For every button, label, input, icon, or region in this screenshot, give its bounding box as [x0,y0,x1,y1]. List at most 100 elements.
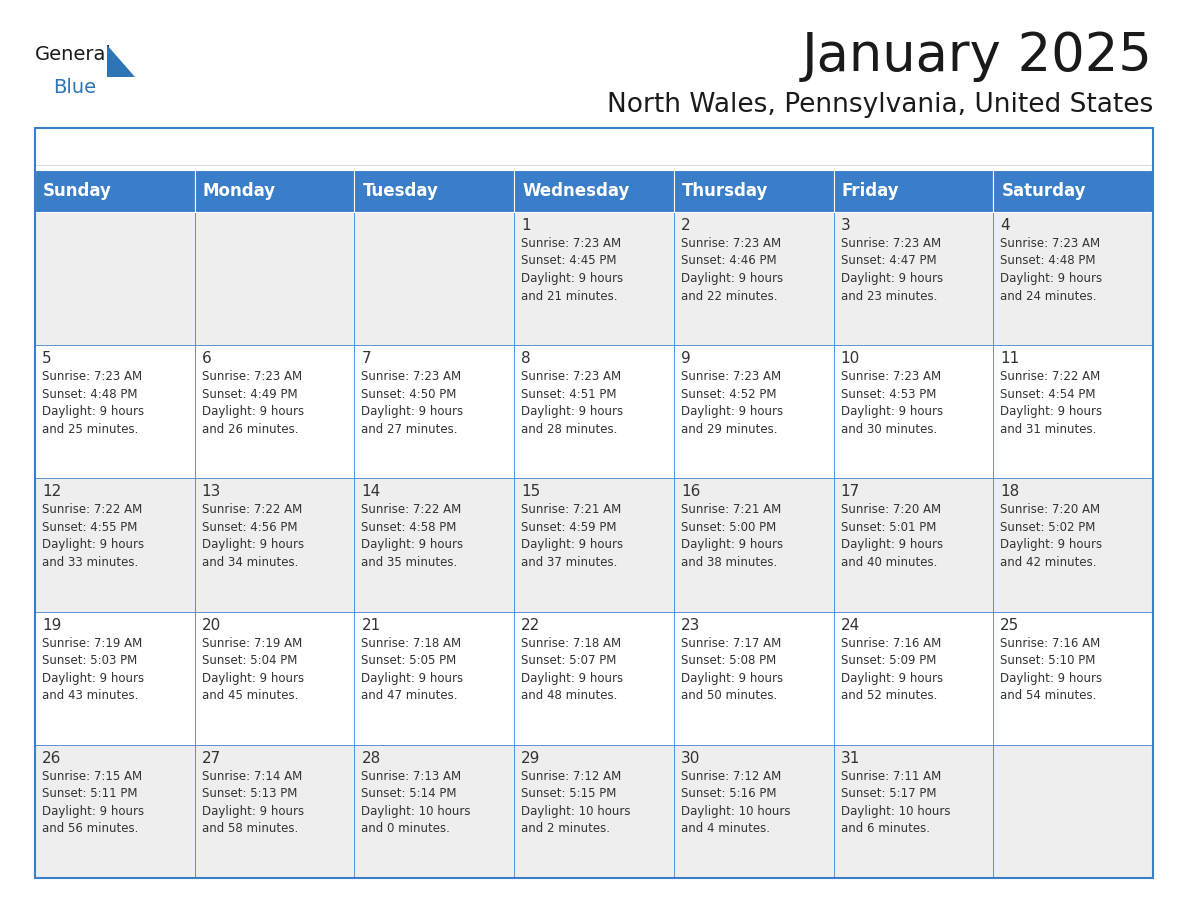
Text: Sunrise: 7:20 AM
Sunset: 5:02 PM
Daylight: 9 hours
and 42 minutes.: Sunrise: 7:20 AM Sunset: 5:02 PM Dayligh… [1000,503,1102,569]
Bar [195,478,354,611]
Text: Sunrise: 7:23 AM
Sunset: 4:52 PM
Daylight: 9 hours
and 29 minutes.: Sunrise: 7:23 AM Sunset: 4:52 PM Dayligh… [681,370,783,436]
Text: 6: 6 [202,352,211,366]
Bar [993,170,1154,212]
Text: Blue: Blue [53,78,96,97]
Bar [993,611,1154,744]
Bar [993,744,1154,878]
Text: 20: 20 [202,618,221,633]
Text: 5: 5 [42,352,51,366]
Bar [354,744,514,878]
Bar [514,212,674,345]
Bar [514,345,674,478]
Bar [993,478,1154,611]
Bar [34,744,195,878]
Bar [354,170,514,212]
Polygon shape [107,45,135,77]
Text: 18: 18 [1000,485,1019,499]
Text: Friday: Friday [841,182,899,200]
Text: General: General [34,45,112,64]
Text: Sunrise: 7:23 AM
Sunset: 4:48 PM
Daylight: 9 hours
and 25 minutes.: Sunrise: 7:23 AM Sunset: 4:48 PM Dayligh… [42,370,144,436]
Bar [834,611,993,744]
Text: 17: 17 [841,485,860,499]
Text: Sunrise: 7:14 AM
Sunset: 5:13 PM
Daylight: 9 hours
and 58 minutes.: Sunrise: 7:14 AM Sunset: 5:13 PM Dayligh… [202,770,304,835]
Text: Sunrise: 7:18 AM
Sunset: 5:07 PM
Daylight: 9 hours
and 48 minutes.: Sunrise: 7:18 AM Sunset: 5:07 PM Dayligh… [522,636,624,702]
Text: Sunrise: 7:13 AM
Sunset: 5:14 PM
Daylight: 10 hours
and 0 minutes.: Sunrise: 7:13 AM Sunset: 5:14 PM Dayligh… [361,770,470,835]
Text: Sunrise: 7:23 AM
Sunset: 4:49 PM
Daylight: 9 hours
and 26 minutes.: Sunrise: 7:23 AM Sunset: 4:49 PM Dayligh… [202,370,304,436]
Text: Sunrise: 7:17 AM
Sunset: 5:08 PM
Daylight: 9 hours
and 50 minutes.: Sunrise: 7:17 AM Sunset: 5:08 PM Dayligh… [681,636,783,702]
Text: Sunrise: 7:19 AM
Sunset: 5:04 PM
Daylight: 9 hours
and 45 minutes.: Sunrise: 7:19 AM Sunset: 5:04 PM Dayligh… [202,636,304,702]
Bar [834,212,993,345]
Text: 1: 1 [522,218,531,233]
Text: Sunrise: 7:22 AM
Sunset: 4:56 PM
Daylight: 9 hours
and 34 minutes.: Sunrise: 7:22 AM Sunset: 4:56 PM Dayligh… [202,503,304,569]
Text: Saturday: Saturday [1001,182,1086,200]
Text: 12: 12 [42,485,62,499]
Text: 31: 31 [841,751,860,766]
Bar [674,212,834,345]
Bar [195,611,354,744]
Text: 3: 3 [841,218,851,233]
Text: Sunrise: 7:21 AM
Sunset: 5:00 PM
Daylight: 9 hours
and 38 minutes.: Sunrise: 7:21 AM Sunset: 5:00 PM Dayligh… [681,503,783,569]
Bar [354,478,514,611]
Bar [834,170,993,212]
Text: Sunrise: 7:23 AM
Sunset: 4:46 PM
Daylight: 9 hours
and 22 minutes.: Sunrise: 7:23 AM Sunset: 4:46 PM Dayligh… [681,237,783,303]
Text: 30: 30 [681,751,700,766]
Text: 27: 27 [202,751,221,766]
Bar [514,478,674,611]
Text: Sunrise: 7:21 AM
Sunset: 4:59 PM
Daylight: 9 hours
and 37 minutes.: Sunrise: 7:21 AM Sunset: 4:59 PM Dayligh… [522,503,624,569]
Text: 2: 2 [681,218,690,233]
Text: Sunrise: 7:22 AM
Sunset: 4:54 PM
Daylight: 9 hours
and 31 minutes.: Sunrise: 7:22 AM Sunset: 4:54 PM Dayligh… [1000,370,1102,436]
Text: Sunrise: 7:23 AM
Sunset: 4:47 PM
Daylight: 9 hours
and 23 minutes.: Sunrise: 7:23 AM Sunset: 4:47 PM Dayligh… [841,237,943,303]
Bar [674,478,834,611]
Text: Sunrise: 7:23 AM
Sunset: 4:45 PM
Daylight: 9 hours
and 21 minutes.: Sunrise: 7:23 AM Sunset: 4:45 PM Dayligh… [522,237,624,303]
Text: Sunrise: 7:20 AM
Sunset: 5:01 PM
Daylight: 9 hours
and 40 minutes.: Sunrise: 7:20 AM Sunset: 5:01 PM Dayligh… [841,503,943,569]
Text: 23: 23 [681,618,700,633]
Text: 26: 26 [42,751,62,766]
Bar [674,170,834,212]
Text: Thursday: Thursday [682,182,769,200]
Text: Sunrise: 7:16 AM
Sunset: 5:10 PM
Daylight: 9 hours
and 54 minutes.: Sunrise: 7:16 AM Sunset: 5:10 PM Dayligh… [1000,636,1102,702]
Bar [674,611,834,744]
Bar [514,170,674,212]
Bar [354,345,514,478]
Text: 9: 9 [681,352,690,366]
Text: Sunrise: 7:16 AM
Sunset: 5:09 PM
Daylight: 9 hours
and 52 minutes.: Sunrise: 7:16 AM Sunset: 5:09 PM Dayligh… [841,636,943,702]
Bar [834,478,993,611]
Bar [34,478,195,611]
Text: 8: 8 [522,352,531,366]
Text: 16: 16 [681,485,700,499]
Text: Sunrise: 7:23 AM
Sunset: 4:50 PM
Daylight: 9 hours
and 27 minutes.: Sunrise: 7:23 AM Sunset: 4:50 PM Dayligh… [361,370,463,436]
Bar [195,744,354,878]
Text: 13: 13 [202,485,221,499]
Text: Monday: Monday [203,182,276,200]
Text: Sunrise: 7:19 AM
Sunset: 5:03 PM
Daylight: 9 hours
and 43 minutes.: Sunrise: 7:19 AM Sunset: 5:03 PM Dayligh… [42,636,144,702]
Bar [354,212,514,345]
Text: 14: 14 [361,485,380,499]
Text: Sunrise: 7:12 AM
Sunset: 5:16 PM
Daylight: 10 hours
and 4 minutes.: Sunrise: 7:12 AM Sunset: 5:16 PM Dayligh… [681,770,790,835]
Text: 22: 22 [522,618,541,633]
Bar [34,170,195,212]
Bar [674,345,834,478]
Text: Wednesday: Wednesday [523,182,630,200]
Text: 7: 7 [361,352,371,366]
Text: Sunrise: 7:23 AM
Sunset: 4:51 PM
Daylight: 9 hours
and 28 minutes.: Sunrise: 7:23 AM Sunset: 4:51 PM Dayligh… [522,370,624,436]
Text: Sunrise: 7:15 AM
Sunset: 5:11 PM
Daylight: 9 hours
and 56 minutes.: Sunrise: 7:15 AM Sunset: 5:11 PM Dayligh… [42,770,144,835]
Text: 19: 19 [42,618,62,633]
Bar [514,611,674,744]
Text: Sunrise: 7:23 AM
Sunset: 4:53 PM
Daylight: 9 hours
and 30 minutes.: Sunrise: 7:23 AM Sunset: 4:53 PM Dayligh… [841,370,943,436]
Text: 25: 25 [1000,618,1019,633]
Text: Sunday: Sunday [43,182,112,200]
Bar [993,345,1154,478]
Text: Sunrise: 7:11 AM
Sunset: 5:17 PM
Daylight: 10 hours
and 6 minutes.: Sunrise: 7:11 AM Sunset: 5:17 PM Dayligh… [841,770,950,835]
Bar [674,744,834,878]
Text: Sunrise: 7:23 AM
Sunset: 4:48 PM
Daylight: 9 hours
and 24 minutes.: Sunrise: 7:23 AM Sunset: 4:48 PM Dayligh… [1000,237,1102,303]
Bar [354,611,514,744]
Bar [993,212,1154,345]
Text: Sunrise: 7:22 AM
Sunset: 4:55 PM
Daylight: 9 hours
and 33 minutes.: Sunrise: 7:22 AM Sunset: 4:55 PM Dayligh… [42,503,144,569]
Text: January 2025: January 2025 [802,30,1154,82]
Text: Sunrise: 7:22 AM
Sunset: 4:58 PM
Daylight: 9 hours
and 35 minutes.: Sunrise: 7:22 AM Sunset: 4:58 PM Dayligh… [361,503,463,569]
Text: 4: 4 [1000,218,1010,233]
Bar [34,345,195,478]
Bar [195,170,354,212]
Bar [195,212,354,345]
Text: 24: 24 [841,618,860,633]
